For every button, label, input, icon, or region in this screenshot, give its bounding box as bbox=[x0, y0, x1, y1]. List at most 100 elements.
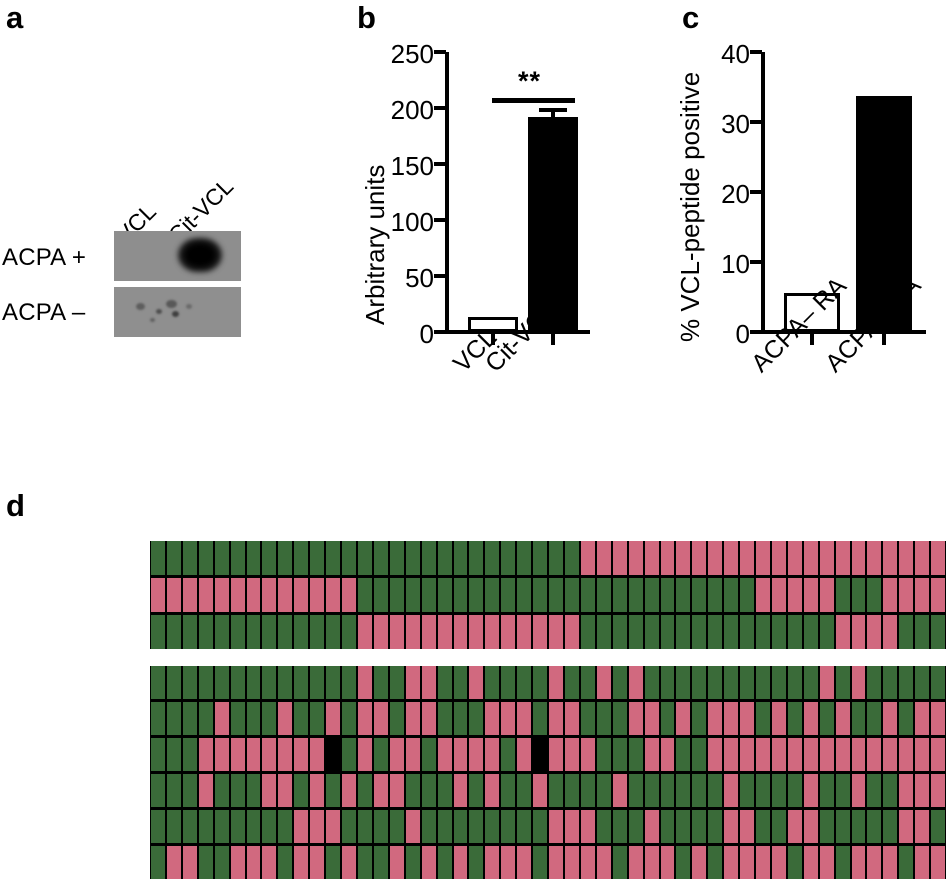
heatmap-cell bbox=[612, 846, 627, 879]
heatmap-cell bbox=[517, 615, 532, 649]
heatmap-cell bbox=[867, 578, 882, 612]
heatmap-cell bbox=[931, 810, 946, 843]
heatmap-cell bbox=[931, 774, 946, 807]
heatmap-cell bbox=[660, 578, 675, 612]
panel-b-y-axis bbox=[445, 52, 449, 332]
heatmap-cell bbox=[357, 666, 372, 699]
heatmap-cell bbox=[756, 774, 770, 807]
heatmap-cell bbox=[803, 702, 818, 735]
blot-row-label-acpa-negative: ACPA – bbox=[2, 299, 86, 326]
heatmap-cell bbox=[724, 615, 739, 649]
heatmap-cell bbox=[501, 666, 516, 699]
heatmap-cell bbox=[549, 578, 563, 612]
heatmap-cell bbox=[740, 774, 755, 807]
heatmap-cell bbox=[692, 774, 707, 807]
heatmap-cell bbox=[644, 541, 659, 575]
heatmap-cell bbox=[931, 666, 946, 699]
heatmap-cell bbox=[373, 666, 388, 699]
heatmap-cell bbox=[915, 615, 930, 649]
heatmap-cell bbox=[469, 810, 484, 843]
heatmap-cell bbox=[326, 578, 341, 612]
heatmap-cell bbox=[246, 846, 261, 879]
panel-b-ytick-0: 0 bbox=[419, 319, 434, 349]
heatmap-cell bbox=[628, 774, 643, 807]
heatmap-cell bbox=[628, 738, 643, 771]
heatmap-cell bbox=[357, 578, 372, 612]
heatmap-cell bbox=[549, 541, 563, 575]
heatmap-cell bbox=[692, 578, 707, 612]
heatmap-cell bbox=[692, 738, 707, 771]
heatmap-cell bbox=[724, 774, 739, 807]
heatmap-row-top-2 bbox=[150, 615, 946, 649]
heatmap-cell bbox=[724, 702, 739, 735]
heatmap-row-bottom-5 bbox=[150, 846, 946, 879]
heatmap-cell bbox=[883, 774, 898, 807]
heatmap-cell bbox=[453, 846, 468, 879]
panel-c-ytick-mark-20 bbox=[750, 190, 762, 194]
heatmap-cell bbox=[437, 615, 452, 649]
heatmap-cell bbox=[867, 541, 882, 575]
heatmap-cell bbox=[915, 810, 930, 843]
heatmap-cell bbox=[596, 578, 611, 612]
heatmap-cell bbox=[342, 810, 356, 843]
heatmap-cell bbox=[326, 615, 341, 649]
panel-b-ytick-50: 50 bbox=[405, 263, 434, 293]
heatmap-cell bbox=[803, 541, 818, 575]
heatmap-cell bbox=[756, 578, 770, 612]
heatmap-cell bbox=[580, 702, 595, 735]
heatmap-cell bbox=[580, 846, 595, 879]
heatmap-cell bbox=[899, 846, 914, 879]
panel-b-ytick-mark-100 bbox=[434, 218, 446, 222]
heatmap-cell bbox=[485, 615, 500, 649]
heatmap-cell bbox=[151, 702, 165, 735]
blot-panel-acpa-negative bbox=[114, 287, 241, 337]
heatmap-cell bbox=[246, 541, 261, 575]
heatmap-cell bbox=[549, 666, 563, 699]
heatmap-cell bbox=[389, 541, 404, 575]
heatmap-cell bbox=[787, 615, 802, 649]
panel-b-ytick-mark-250 bbox=[434, 50, 446, 54]
heatmap-cell bbox=[771, 738, 786, 771]
heatmap-cell bbox=[596, 666, 611, 699]
blot-speck-6 bbox=[150, 318, 155, 322]
heatmap-cell bbox=[357, 615, 372, 649]
heatmap-cell bbox=[246, 702, 261, 735]
heatmap-cell bbox=[549, 774, 563, 807]
heatmap-cell bbox=[166, 702, 181, 735]
heatmap-cell bbox=[628, 615, 643, 649]
heatmap-cell bbox=[405, 541, 420, 575]
panel-c-ytick-mark-30 bbox=[750, 120, 762, 124]
heatmap-cell bbox=[787, 541, 802, 575]
panel-c-ytick-0: 0 bbox=[735, 319, 750, 349]
heatmap-cell bbox=[676, 666, 691, 699]
heatmap-cell bbox=[724, 846, 739, 879]
heatmap-cell bbox=[835, 738, 850, 771]
heatmap-cell bbox=[262, 615, 277, 649]
heatmap-cell bbox=[851, 774, 866, 807]
heatmap-cell bbox=[596, 541, 611, 575]
heatmap-cell bbox=[389, 846, 404, 879]
heatmap-cell bbox=[851, 738, 866, 771]
heatmap-cell bbox=[803, 738, 818, 771]
heatmap-cell bbox=[405, 846, 420, 879]
heatmap-cell bbox=[549, 615, 563, 649]
heatmap-cell bbox=[517, 541, 532, 575]
heatmap-cell bbox=[564, 615, 579, 649]
heatmap-cell bbox=[835, 578, 850, 612]
heatmap-cell bbox=[867, 702, 882, 735]
heatmap-cell bbox=[915, 666, 930, 699]
heatmap-cell bbox=[389, 615, 404, 649]
heatmap-cell bbox=[453, 541, 468, 575]
heatmap-cell bbox=[915, 578, 930, 612]
heatmap-cell bbox=[182, 702, 197, 735]
heatmap-cell bbox=[389, 738, 404, 771]
panel-c-ytick-40: 40 bbox=[721, 39, 750, 69]
heatmap-cell bbox=[564, 810, 579, 843]
heatmap-cell bbox=[628, 578, 643, 612]
heatmap-cell bbox=[771, 615, 786, 649]
heatmap-cell bbox=[612, 541, 627, 575]
heatmap-cell bbox=[342, 774, 356, 807]
heatmap-cell bbox=[756, 738, 770, 771]
heatmap-cell bbox=[182, 810, 197, 843]
heatmap-cell bbox=[628, 702, 643, 735]
